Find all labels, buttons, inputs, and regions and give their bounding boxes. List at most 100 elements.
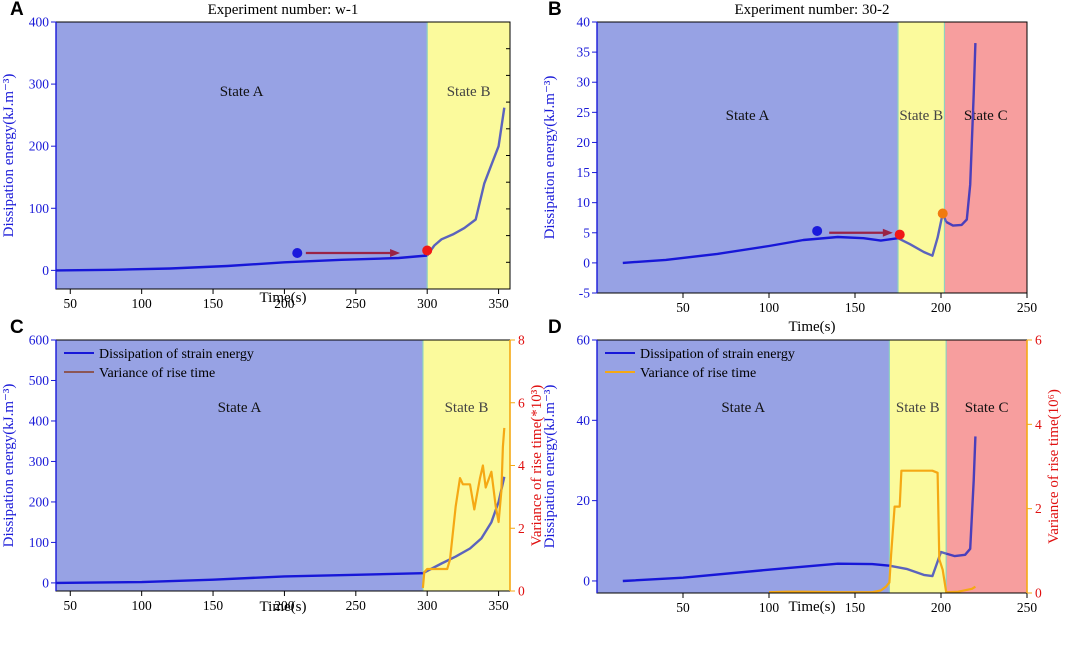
x-tick-label: 100 [759,300,780,315]
y-tick-label: -5 [579,286,590,301]
state-region-3 [944,22,1027,293]
x-tick-label: 150 [203,296,224,311]
trend-arrow-head [390,248,401,257]
state-label-2: State B [899,108,943,124]
state-label-1: State A [220,84,264,100]
x-axis-label: Time(s) [789,319,836,335]
y-right-tick-label: 4 [1035,417,1042,432]
state-region-2 [889,340,947,593]
x-tick-label: 200 [274,296,295,311]
series-line-1 [55,572,423,585]
panel-D: State A State B State C50 100 150 200 25002040… [542,317,1062,615]
x-tick-label: 150 [203,598,224,613]
panel-A: State A State B 50 100 150 200 250 300 350 0 100 20… [1,0,511,311]
x-axis-label: Time(s) [789,599,836,615]
y-tick-label: 100 [29,201,50,216]
y-tick-label: 40 [577,15,591,30]
y-right-tick-label: 0 [1035,586,1042,601]
y-right-axis-label: Variance of rise time(10⁶) [1046,389,1062,544]
panel-letter: D [548,317,562,338]
series-line-2 [889,550,947,578]
state-label-2: State B [445,400,489,416]
x-tick-label: 300 [417,296,438,311]
x-tick-label: 250 [346,296,367,311]
y-axis-label: Dissipation energy(kJ.m⁻³) [542,76,558,240]
y-tick-label: 300 [29,454,50,469]
x-tick-label: 200 [931,600,952,615]
y-tick-label: 200 [29,494,50,509]
y-tick-label: 400 [29,413,50,428]
y-tick-label: 600 [29,333,50,348]
y-tick-label: 100 [29,535,50,550]
x-tick-label: 250 [1017,300,1038,315]
legend: Dissipation of strain energy Variance of … [605,347,795,381]
series-line-2 [422,476,506,575]
x-tick-label: 100 [132,296,153,311]
y-tick-label: 400 [29,15,50,30]
state-region-3 [946,340,1027,593]
y-tick-label: 25 [577,105,591,120]
chart-title: Experiment number: w-1 [208,2,359,18]
y-tick-label: 0 [583,255,590,270]
series-line-1 [622,562,890,583]
x-tick-label: 50 [676,300,690,315]
marker-dot-1 [812,225,823,236]
y-right-tick-label: 2 [518,521,525,536]
y-tick-label: 10 [577,195,591,210]
y-axis-label: Dissipation energy(kJ.m⁻³) [542,385,558,549]
series-line-1 [55,254,428,272]
x-tick-label: 250 [346,598,367,613]
y-tick-label: 20 [577,493,591,508]
x-tick-label: 200 [931,300,952,315]
marker-dot-3 [937,208,948,219]
state-label-1: State A [218,400,262,416]
legend-item-1: Dissipation of strain energy [99,347,254,362]
x-tick-label: 300 [417,598,438,613]
state-region-1 [597,22,898,293]
y-tick-label: 0 [583,573,590,588]
x-tick-label: 350 [488,598,509,613]
state-label-2: State B [447,84,491,100]
y-right-axis-label: Variance of rise time(*10³) [529,385,545,547]
y-right-tick-label: 4 [518,458,525,473]
series-line-1 [622,235,899,265]
legend: Dissipation of strain energy Variance of … [64,347,254,381]
panel-B: State A State B State C 50 100 150 200 250 -5 0 5 1… [542,0,1037,335]
y-tick-label: 300 [29,77,50,92]
panel-letter: A [10,0,24,20]
state-label-3: State C [964,108,1008,124]
state-region-2 [427,22,510,289]
x-tick-label: 100 [759,600,780,615]
y-right-tick-label: 2 [1035,501,1042,516]
y-tick-label: 500 [29,373,50,388]
state-region-1 [56,22,428,289]
state-region-1 [56,340,423,591]
y-tick-label: 35 [577,45,591,60]
panel-letter: C [10,317,24,338]
y-right-tick-label: 0 [518,584,525,599]
y-axis-label: Dissipation energy(kJ.m⁻³) [1,74,17,238]
legend-item-2: Variance of rise time [99,366,215,381]
y-tick-label: 5 [583,225,590,240]
x-tick-label: 50 [64,296,78,311]
y-tick-label: 60 [577,333,591,348]
y-tick-label: 20 [577,135,591,150]
panel-letter: B [548,0,562,20]
state-label-2: State B [896,400,940,416]
state-region-2 [422,340,510,591]
y-tick-label: 0 [42,263,49,278]
state-region-1 [597,340,890,593]
x-tick-label: 150 [845,600,866,615]
y-tick-label: 40 [577,413,591,428]
x-tick-label: 350 [488,296,509,311]
panel-C: State A State B50 100 150 200 250 300 350010020… [1,317,545,615]
x-tick-label: 200 [274,598,295,613]
trend-arrow-head [882,228,893,237]
marker-dot-2 [894,229,905,240]
x-tick-label: 100 [132,598,153,613]
legend-item-2: Variance of rise time [640,366,756,381]
y-tick-label: 0 [42,575,49,590]
marker-dot-2 [422,245,433,256]
y-right-tick-label: 6 [518,395,525,410]
